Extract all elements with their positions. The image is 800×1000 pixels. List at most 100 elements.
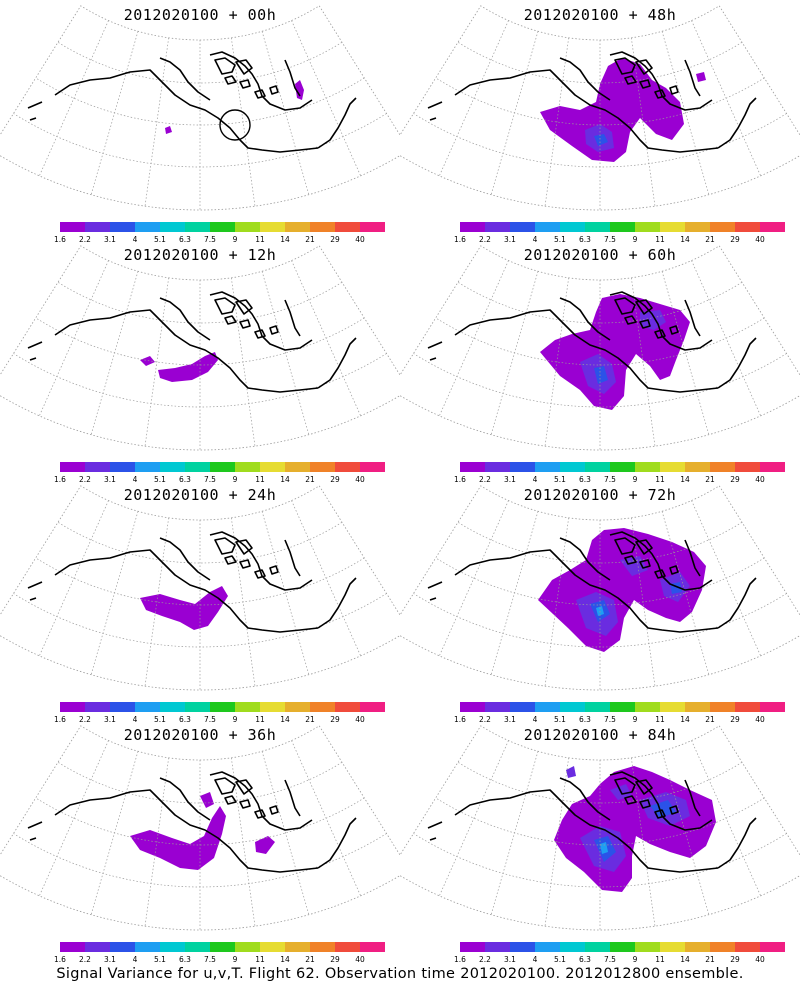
map-panel-60h: 2012020100 + 60h 1.6 2.2 3.1 4 5.1 6.3 7.5 9 11 1… xyxy=(400,240,800,484)
colorbar-swatch xyxy=(335,462,360,472)
colorbar-tick-label: 5.1 xyxy=(154,475,166,484)
colorbar-tick-label: 7.5 xyxy=(604,715,616,724)
colorbar-swatch xyxy=(60,942,85,952)
variance-shading xyxy=(140,352,218,382)
colorbar-swatch xyxy=(310,222,335,232)
colorbar-swatch xyxy=(510,462,535,472)
variance-shading xyxy=(540,294,690,410)
colorbar-tick-label: 6.3 xyxy=(579,955,591,964)
colorbar-tick-label: 3.1 xyxy=(104,475,116,484)
lat-lon-grid xyxy=(413,260,787,450)
lat-lon-grid xyxy=(13,260,387,450)
colorbar-tick-label: 2.2 xyxy=(79,475,91,484)
colorbar-swatch xyxy=(60,702,85,712)
colorbar-tick-label: 21 xyxy=(705,475,715,484)
variance-region xyxy=(140,586,228,630)
polar-map xyxy=(400,725,800,931)
variance-shading xyxy=(540,58,706,162)
colorbar-tick-label: 29 xyxy=(330,235,340,244)
colorbar-swatch xyxy=(735,222,760,232)
colorbar-tick-label: 9 xyxy=(232,715,238,724)
colorbar-swatch xyxy=(285,942,310,952)
colorbar-swatch xyxy=(360,462,385,472)
colorbar-tick-label: 7.5 xyxy=(204,955,216,964)
panel-title: 2012020100 + 48h xyxy=(523,6,677,24)
observation-circle xyxy=(219,109,251,141)
coastlines xyxy=(27,51,357,153)
colorbar-tick-label: 4 xyxy=(132,475,138,484)
map-frame xyxy=(0,245,400,451)
colorbar-swatch xyxy=(110,942,135,952)
colorbar-tick-label: 6.3 xyxy=(179,475,191,484)
colorbar-tick-label: 29 xyxy=(730,475,740,484)
colorbar-tick-label: 11 xyxy=(255,235,265,244)
colorbar-tick-label: 1.6 xyxy=(454,955,466,964)
colorbar-tick-label: 2.2 xyxy=(479,715,491,724)
lat-lon-grid xyxy=(413,20,787,210)
lat-lon-grid xyxy=(13,740,387,930)
colorbar-swatch xyxy=(235,222,260,232)
colorbar-tick-label: 7.5 xyxy=(204,475,216,484)
colorbar-swatch xyxy=(560,942,585,952)
colorbar-swatch xyxy=(610,222,635,232)
colorbar-labels: 1.6 2.2 3.1 4 5.1 6.3 7.5 9 11 14 21 29 40 xyxy=(54,715,365,725)
colorbar-tick-label: 4 xyxy=(132,715,138,724)
colorbar-tick-label: 40 xyxy=(755,955,765,964)
colorbar xyxy=(60,702,385,712)
colorbar-tick-label: 29 xyxy=(330,955,340,964)
colorbar-swatch xyxy=(610,702,635,712)
map-panel-12h: 2012020100 + 12h 1.6 2.2 3.1 4 5.1 6.3 7.5 9 11 1… xyxy=(0,240,400,484)
colorbar-swatch xyxy=(110,222,135,232)
colorbar-tick-label: 5.1 xyxy=(554,715,566,724)
colorbar-swatch xyxy=(635,222,660,232)
colorbar-tick-label: 6.3 xyxy=(579,475,591,484)
polar-map xyxy=(0,485,400,691)
colorbar-swatch xyxy=(185,462,210,472)
colorbar-tick-label: 40 xyxy=(355,475,365,484)
map-panel-00h: 2012020100 + 00h 1.6 2.2 3.1 4 5.1 6.3 7.5 9 11 1… xyxy=(0,0,400,244)
polar-map xyxy=(0,245,400,451)
polar-map xyxy=(400,245,800,451)
variance-region xyxy=(130,806,226,870)
colorbar-swatch xyxy=(135,942,160,952)
colorbar-tick-label: 14 xyxy=(280,235,290,244)
map-panel-84h: 2012020100 + 84h 1.6 2.2 3.1 4 5.1 6.3 7.5 9 11 1… xyxy=(400,720,800,964)
colorbar-swatch xyxy=(135,222,160,232)
map-frame xyxy=(0,5,400,211)
polar-map xyxy=(400,485,800,691)
map-frame xyxy=(0,485,400,691)
variance-shading xyxy=(130,792,275,870)
variance-shading xyxy=(140,586,228,630)
variance-region xyxy=(158,352,218,382)
colorbar-swatch xyxy=(335,222,360,232)
colorbar-swatch xyxy=(460,702,485,712)
colorbar-swatch xyxy=(160,942,185,952)
colorbar-labels: 1.6 2.2 3.1 4 5.1 6.3 7.5 9 11 14 21 29 40 xyxy=(454,955,765,965)
colorbar-tick-label: 11 xyxy=(255,715,265,724)
colorbar-swatch xyxy=(185,222,210,232)
colorbar-tick-label: 4 xyxy=(532,235,538,244)
panel-title: 2012020100 + 84h xyxy=(523,726,677,744)
map-panel-36h: 2012020100 + 36h 1.6 2.2 3.1 4 5.1 6.3 7.5 9 11 1… xyxy=(0,720,400,964)
map-panel-24h: 2012020100 + 24h 1.6 2.2 3.1 4 5.1 6.3 7.5 9 11 1… xyxy=(0,480,400,724)
colorbar-swatch xyxy=(285,222,310,232)
colorbar-swatch xyxy=(235,702,260,712)
lat-lon-grid xyxy=(13,20,387,210)
colorbar-tick-label: 1.6 xyxy=(54,475,66,484)
colorbar-swatch xyxy=(735,462,760,472)
colorbar-swatch xyxy=(85,222,110,232)
colorbar-tick-label: 4 xyxy=(532,955,538,964)
colorbar-tick-label: 29 xyxy=(330,715,340,724)
colorbar-swatch xyxy=(585,702,610,712)
colorbar-tick-label: 1.6 xyxy=(54,235,66,244)
colorbar-labels: 1.6 2.2 3.1 4 5.1 6.3 7.5 9 11 14 21 29 40 xyxy=(454,715,765,725)
colorbar xyxy=(60,462,385,472)
colorbar-tick-label: 5.1 xyxy=(554,955,566,964)
colorbar-swatch xyxy=(635,462,660,472)
variance-region xyxy=(594,366,608,384)
variance-region xyxy=(594,134,608,146)
colorbar-tick-label: 11 xyxy=(655,475,665,484)
coastlines xyxy=(427,531,757,633)
colorbar-tick-label: 40 xyxy=(755,235,765,244)
colorbar-swatch xyxy=(585,462,610,472)
